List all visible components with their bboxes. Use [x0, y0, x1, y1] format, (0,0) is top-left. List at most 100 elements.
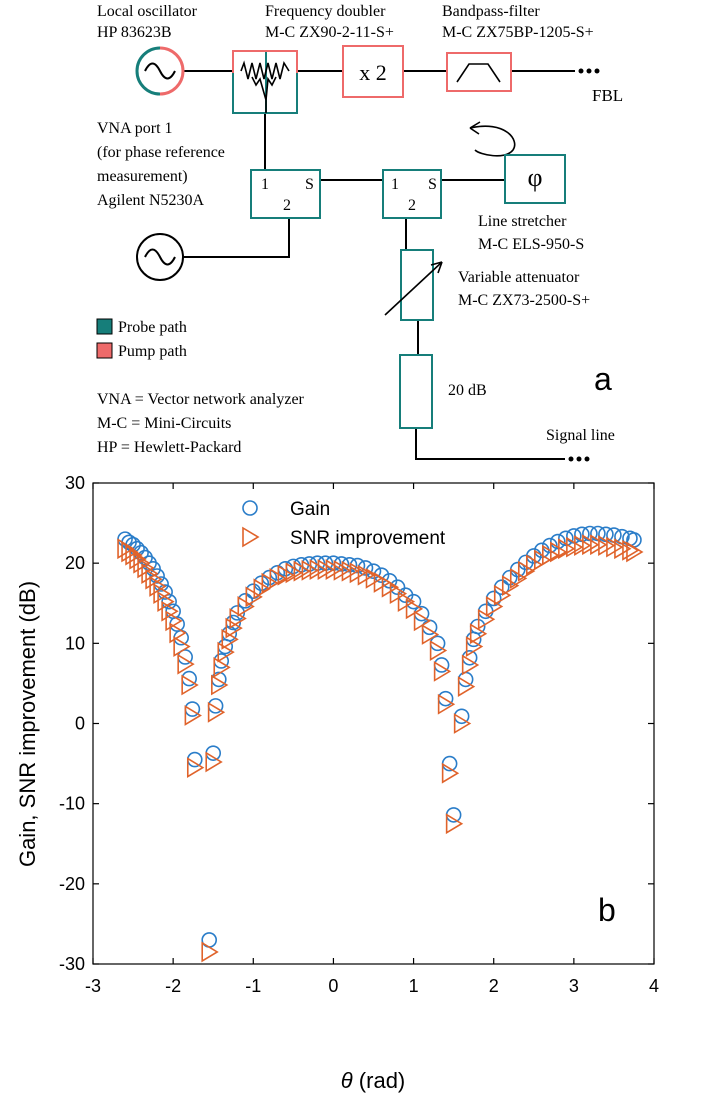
- snr-point: [433, 660, 452, 682]
- phi-symbol: φ: [527, 163, 542, 192]
- varatt-label-1: Variable attenuator: [458, 269, 580, 286]
- y-tick-label: -20: [59, 874, 85, 894]
- snr-point: [453, 713, 472, 734]
- vna-port-2: 2: [283, 197, 291, 214]
- doubler-label-1: Frequency doubler: [265, 3, 386, 20]
- fixed-attenuator-box: [399, 354, 433, 429]
- x-axis-label: θ (rad): [341, 1068, 406, 1093]
- legend-gain-label: Gain: [290, 499, 330, 520]
- bandpass-label-2: M-C ZX75BP-1205-S+: [442, 24, 594, 41]
- snr-point: [177, 653, 195, 675]
- data-marks: [117, 525, 644, 963]
- resistor-network-icon: [240, 60, 290, 113]
- legend-snr-label: SNR improvement: [290, 528, 446, 549]
- fbl-continuation-dots: [578, 68, 600, 74]
- x-axis-label-symbol: θ: [341, 1068, 353, 1093]
- snr-point: [225, 617, 243, 639]
- x-tick-label: 3: [569, 976, 579, 996]
- snr-point: [149, 576, 167, 597]
- signal-line-dots: [568, 456, 590, 462]
- y-tick-label: -10: [59, 794, 85, 814]
- snr-point: [201, 941, 219, 963]
- legend-label-pump: Pump path: [118, 343, 187, 360]
- reference-source-symbol: [136, 233, 184, 281]
- vna-label-2: (for phase reference: [97, 144, 225, 161]
- legend-swatch-probe: [96, 318, 113, 335]
- x-tick-label: 1: [409, 976, 419, 996]
- snr-point: [457, 676, 476, 698]
- snr-point: [186, 757, 205, 779]
- snr-point: [626, 541, 644, 563]
- legend-swatch-pump: [96, 342, 113, 359]
- snr-point: [217, 641, 235, 663]
- legend-snr-marker: [242, 526, 260, 548]
- snr-point: [445, 813, 464, 835]
- gain-point: [149, 568, 165, 584]
- y-tick-label: 30: [65, 473, 85, 493]
- circuit-diagram: x 2 1 S 2 1 S 2 φ: [96, 3, 623, 462]
- line-stretcher-box: [504, 154, 566, 204]
- bandpass-label-1: Bandpass-filter: [442, 3, 540, 20]
- legend-gain-marker: [242, 500, 258, 516]
- power-splitter: [232, 50, 298, 114]
- bandpass-icon: [456, 63, 501, 83]
- wire-vna2-to-source: [183, 218, 290, 258]
- snr-point: [205, 751, 223, 773]
- snr-point: [181, 674, 199, 696]
- coupler-port-s: S: [428, 176, 437, 193]
- vna-label-4: Agilent N5230A: [97, 192, 205, 209]
- x-tick-label: 0: [328, 976, 338, 996]
- snr-point: [184, 705, 202, 726]
- x-tick-label: -3: [85, 976, 101, 996]
- x-tick-label: 2: [489, 976, 499, 996]
- snr-point: [169, 622, 187, 644]
- x-tick-label: 4: [649, 976, 659, 996]
- fbl-label: FBL: [592, 86, 623, 105]
- x-tick-label: -2: [165, 976, 181, 996]
- y-tick-label: -30: [59, 954, 85, 974]
- coupler-port-2: 2: [408, 197, 416, 214]
- abbrev-vna: VNA = Vector network analyzer: [97, 391, 305, 408]
- snr-point: [429, 640, 448, 661]
- gain-point: [558, 530, 574, 547]
- y-tick-label: 0: [75, 714, 85, 734]
- snr-point: [213, 656, 231, 678]
- stretcher-label-1: Line stretcher: [478, 213, 567, 230]
- doubler-label-2: M-C ZX90-2-11-S+: [265, 24, 394, 41]
- fixed-attenuator-label: 20 dB: [448, 382, 487, 399]
- snr-point: [441, 762, 460, 784]
- snr-point: [421, 624, 440, 645]
- stretcher-label-2: M-C ELS-950-S: [478, 236, 584, 253]
- snr-point: [161, 600, 179, 622]
- bandpass-filter-box: [446, 52, 512, 92]
- doubler-symbol: x 2: [359, 60, 387, 85]
- coupler-box: [382, 169, 442, 219]
- variable-arrow-icon: [384, 261, 443, 316]
- snr-point: [153, 583, 171, 605]
- frequency-doubler-box: [342, 45, 404, 98]
- snr-point: [207, 701, 226, 723]
- snr-point: [465, 636, 484, 657]
- y-tick-label: 10: [65, 633, 85, 653]
- vna-label-3: measurement): [97, 168, 188, 185]
- phase-rotation-arrow-icon: [469, 125, 516, 157]
- coupler-port-1: 1: [391, 176, 399, 193]
- legend-label-probe: Probe path: [118, 319, 187, 336]
- local-oscillator-symbol: [135, 46, 185, 96]
- vna-port-1: 1: [261, 176, 269, 193]
- abbrev-hp: HP = Hewlett-Packard: [97, 439, 241, 456]
- lo-label-2: HP 83623B: [97, 24, 172, 41]
- wire-fixatt-to-signal: [415, 428, 565, 460]
- lo-label-1: Local oscillator: [97, 3, 198, 20]
- snr-point: [437, 693, 456, 715]
- x-axis-label-unit: (rad): [353, 1068, 406, 1093]
- x-tick-label: -1: [245, 976, 261, 996]
- chart-legend: Gain SNR improvement: [242, 499, 446, 549]
- y-tick-label: 20: [65, 553, 85, 573]
- y-axis-label: Gain, SNR improvement (dB): [15, 581, 40, 867]
- abbrev-mc: M-C = Mini-Circuits: [97, 415, 231, 432]
- snr-point: [211, 674, 229, 696]
